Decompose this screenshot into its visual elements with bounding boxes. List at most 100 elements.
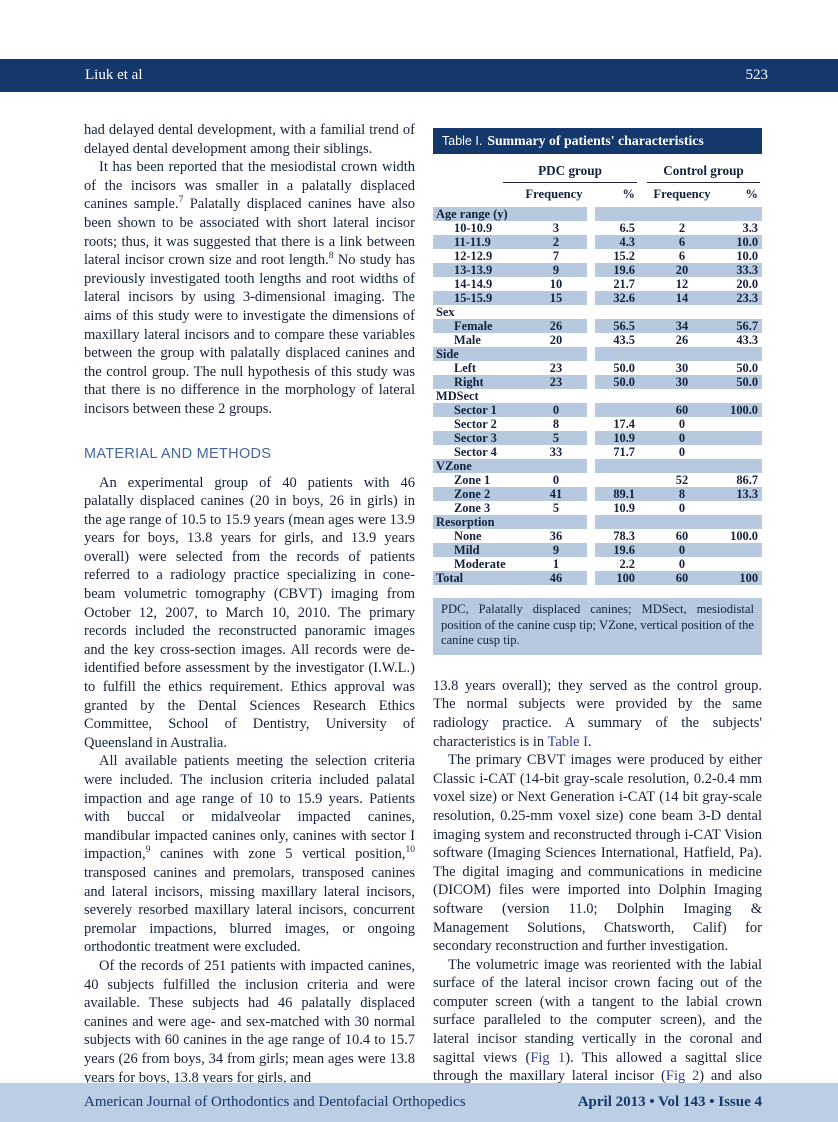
cell-value: 5 [552, 431, 560, 445]
row-label: Right [454, 375, 484, 389]
column-header-frequency: Frequency [525, 187, 583, 201]
paragraph: Of the records of 251 patients with impa… [84, 957, 415, 1086]
cross-reference-link[interactable]: Table I [547, 733, 588, 750]
cell-value: 20 [675, 263, 689, 277]
row-label: Male [454, 333, 481, 347]
cell-value [713, 207, 762, 221]
cell-value: 78.3 [613, 529, 635, 543]
cross-reference-link[interactable]: Fig 1 [530, 1049, 566, 1066]
cell-value: 23.3 [736, 291, 759, 305]
row-label: Sector 2 [454, 417, 497, 431]
cell-value: 6 [678, 249, 686, 263]
paragraph: An experimental group of 40 patients wit… [84, 474, 415, 751]
cell-value [595, 305, 651, 319]
cell-value [713, 417, 762, 431]
row-label: VZone [436, 459, 472, 473]
cell-value: 8 [678, 487, 686, 501]
cell-value: 5 [552, 501, 560, 515]
cell-value: 26 [675, 333, 689, 347]
cell-value: 20 [549, 333, 563, 347]
cell-value: 0 [678, 557, 686, 571]
cell-value: 33.3 [736, 263, 759, 277]
cell-value: 20.0 [736, 277, 759, 291]
table-row: Sector 3 5 10.9 0 [433, 431, 763, 445]
reference-superscript: 8 [328, 251, 334, 262]
paragraph: 13.8 years overall); they served as the … [433, 677, 762, 750]
cell-value: 10.9 [613, 501, 635, 515]
cell-value: 56.5 [613, 319, 635, 333]
cell-value [713, 305, 762, 319]
cell-value: 41 [549, 487, 563, 501]
cell-value: 50.0 [736, 361, 759, 375]
row-label: Resorption [436, 515, 495, 529]
row-label: MDSect [436, 389, 479, 403]
cell-value: 26 [549, 319, 563, 333]
cell-value [713, 347, 762, 361]
cell-value: 100.0 [730, 403, 759, 417]
cell-value: 19.6 [613, 263, 635, 277]
cell-value: 8 [552, 417, 560, 431]
row-label: Zone 2 [454, 487, 491, 501]
cell-value: 89.1 [613, 487, 635, 501]
table-title-bar: Table I. Summary of patients' characteris… [433, 128, 762, 154]
table-row: 12-12.9 7 15.2 6 10.0 [433, 249, 762, 263]
cell-value: 10.0 [736, 235, 759, 249]
cell-value: 1 [552, 557, 560, 571]
cell-value [713, 515, 762, 529]
cell-value: 43.5 [613, 333, 635, 347]
row-label: Zone 3 [454, 501, 491, 515]
journal-name: American Journal of Orthodontics and Den… [84, 1094, 466, 1110]
row-label: Total [436, 571, 464, 585]
cross-reference-link[interactable]: Fig 2 [665, 1068, 700, 1085]
paragraph: had delayed dental development, with a f… [84, 122, 415, 157]
cell-value [651, 305, 713, 319]
cell-value: 0 [678, 417, 686, 431]
cell-value: 100 [739, 571, 759, 585]
paragraph: It has been reported that the mesiodista… [84, 159, 415, 417]
row-label: 10-10.9 [454, 221, 493, 235]
row-label: Zone 1 [454, 473, 491, 487]
cell-value [595, 459, 651, 473]
table-row: Right 23 50.0 30 50.0 [433, 375, 763, 389]
cell-value: 21.7 [613, 277, 635, 291]
row-label: 15-15.9 [454, 291, 493, 305]
cell-value: 23 [549, 361, 563, 375]
cell-value: 50.0 [736, 375, 759, 389]
cell-value: 10.9 [613, 431, 635, 445]
cell-value: 50.0 [613, 375, 635, 389]
cell-value [595, 473, 651, 487]
row-label: Sector 3 [454, 431, 497, 445]
cell-value: 13.3 [736, 487, 759, 501]
issue-info: April 2013 • Vol 143 • Issue 4 [577, 1094, 762, 1110]
table-row: Sector 2 8 17.4 0 [433, 417, 762, 431]
column-header-percent: % [622, 187, 635, 201]
cell-value [651, 207, 713, 221]
cell-value [525, 515, 587, 529]
cell-value: 10 [549, 277, 563, 291]
cell-value [651, 459, 713, 473]
paragraph: The primary CBVT images were produced by… [433, 752, 762, 955]
table-row: 11-11.9 2 4.3 6 10.0 [433, 235, 763, 249]
cell-value [713, 459, 762, 473]
cell-value [595, 347, 651, 361]
cell-value [595, 403, 651, 417]
row-label: Left [454, 361, 477, 375]
cell-value: 19.6 [613, 543, 635, 557]
cell-value: 3.3 [742, 221, 759, 235]
cell-value: 7 [552, 249, 560, 263]
cell-value: 30 [675, 361, 689, 375]
cell-value: 2 [678, 221, 686, 235]
row-label: None [454, 529, 482, 543]
table-row: MDSect [433, 389, 762, 403]
table-number: Table I. [442, 134, 483, 148]
cell-value: 46 [549, 571, 563, 585]
table-row: 13-13.9 9 19.6 20 33.3 [433, 263, 763, 277]
left-column: had delayed dental development, with a f… [84, 121, 415, 1087]
cell-value: 60 [675, 571, 689, 585]
right-column: Table I. Summary of patients' characteris… [433, 128, 763, 1104]
cell-value [651, 515, 713, 529]
cell-value: 4.3 [619, 235, 636, 249]
table-row: Age range (y) [433, 207, 763, 221]
cell-value: 17.4 [613, 417, 635, 431]
